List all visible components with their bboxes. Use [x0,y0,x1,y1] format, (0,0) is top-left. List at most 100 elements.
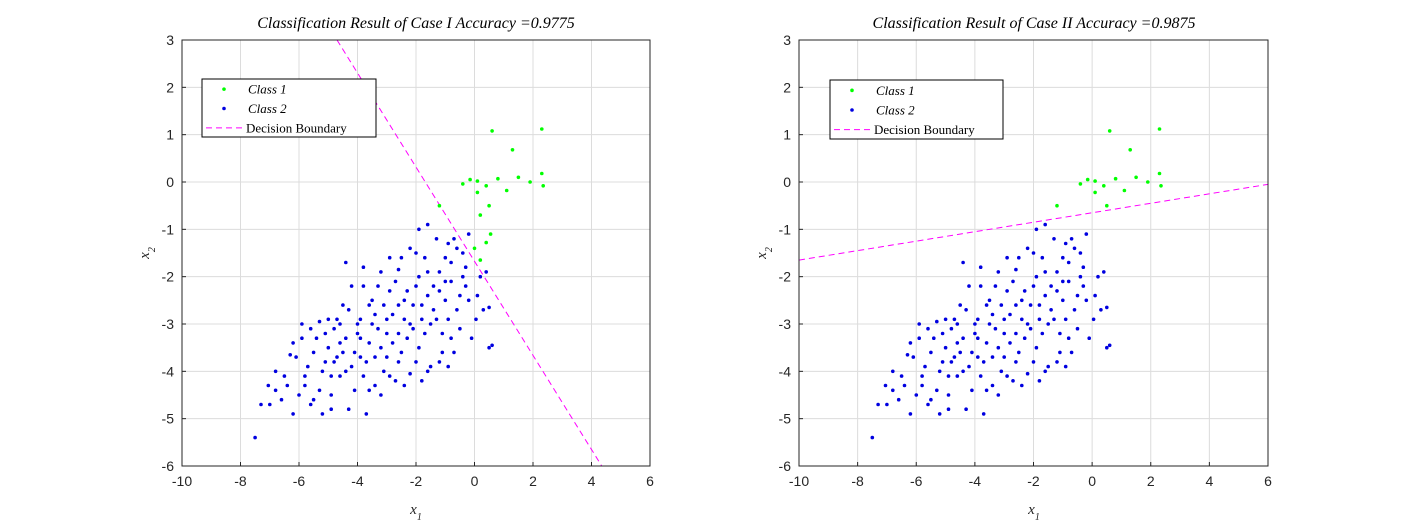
class-2-point [428,364,433,369]
y-tick-label: -4 [162,363,175,379]
class-2-point [349,364,354,369]
class-2-point [387,289,392,293]
class-2-point [490,343,494,348]
class-2-point [935,388,939,393]
class-2-point [253,435,257,440]
class-2-point [937,412,942,416]
class-2-point [335,317,339,322]
class-1-point [1085,177,1090,182]
class-2-point [891,369,895,374]
class-2-point [1081,265,1086,270]
class-2-point [294,355,298,359]
class-2-point [978,374,983,378]
class-2-point [952,355,957,359]
class-2-point [940,360,945,364]
class-1-point [437,203,442,208]
class-2-point [976,355,980,359]
class-2-point [326,345,331,350]
class-2-point [1043,270,1047,274]
class-1-point [540,127,544,131]
class-2-point [399,350,404,355]
x-tick-label: -6 [293,473,306,489]
class-2-point [370,322,374,326]
class-2-point [487,345,491,350]
class-2-point [1031,251,1036,255]
class-2-point [999,369,1004,374]
class-2-point [905,353,910,357]
class-2-point [1020,317,1024,322]
class-2-point [978,284,983,288]
class-2-point [996,345,1001,350]
class-2-point [920,383,924,388]
class-2-point [379,270,383,274]
class-2-point [970,388,974,393]
class-2-point [355,331,360,336]
class-2-point [996,270,1001,274]
plot-title: Classification Result of Case I Accuracy… [257,15,575,32]
y-tick-label: -6 [779,458,792,474]
class-2-point [382,369,386,374]
class-2-point [908,412,913,416]
class-1-point [461,182,465,186]
class-2-point [329,374,334,378]
class-2-point [891,388,895,393]
class-2-point [1025,322,1030,326]
class-2-point [914,393,919,397]
class-2-point [379,345,383,350]
class-1-point [1128,148,1132,152]
class-2-point [344,369,348,374]
class-2-point [478,274,483,279]
class-2-point [1075,293,1080,298]
class-2-point [908,341,913,345]
class-2-point [976,336,980,341]
class-2-point [428,322,433,326]
class-1-point [540,171,544,176]
class-2-point [902,383,907,388]
class-2-point [943,317,948,322]
class-2-point [341,303,345,307]
class-2-point [955,341,960,345]
class-2-point [303,383,307,388]
class-2-point [976,317,980,322]
class-2-point [452,237,456,241]
class-2-point [434,317,439,322]
class-2-point [987,298,992,303]
y-tick-label: -3 [779,316,792,332]
class-2-point [414,284,418,288]
class-2-point [358,317,363,322]
y-tick-label: 1 [783,127,791,143]
y-tick-label: 0 [166,174,174,190]
class-2-point [405,336,410,341]
class-2-point [885,402,889,407]
class-2-point [1099,308,1103,312]
x-tick-label: -10 [172,473,192,489]
class-2-point [1034,274,1039,279]
class-2-point [993,326,998,331]
class-1-point [510,148,515,152]
class-2-point [1022,289,1027,293]
class-2-point [1028,303,1033,307]
class-2-point [1078,274,1083,279]
class-2-point [1084,232,1089,236]
class-2-point [358,355,363,359]
class-2-point [958,303,962,307]
class-1-point [1078,182,1083,186]
class-2-point [1061,298,1065,303]
class-2-point [387,255,392,260]
class-2-point [411,303,415,307]
class-2-point [1020,383,1024,388]
x-tick-label: 0 [1088,473,1096,489]
class-2-point [1063,317,1068,322]
class-1-point [488,232,493,236]
class-2-point [961,369,965,374]
class-2-point [329,393,334,397]
class-2-point [385,355,389,359]
class-2-point [1063,364,1068,369]
legend-label: Decision Boundary [246,120,347,135]
class-2-point [320,412,325,416]
class-2-point [420,317,424,322]
class-2-point [361,374,366,378]
class-2-point [431,284,436,288]
class-2-point [361,284,366,288]
